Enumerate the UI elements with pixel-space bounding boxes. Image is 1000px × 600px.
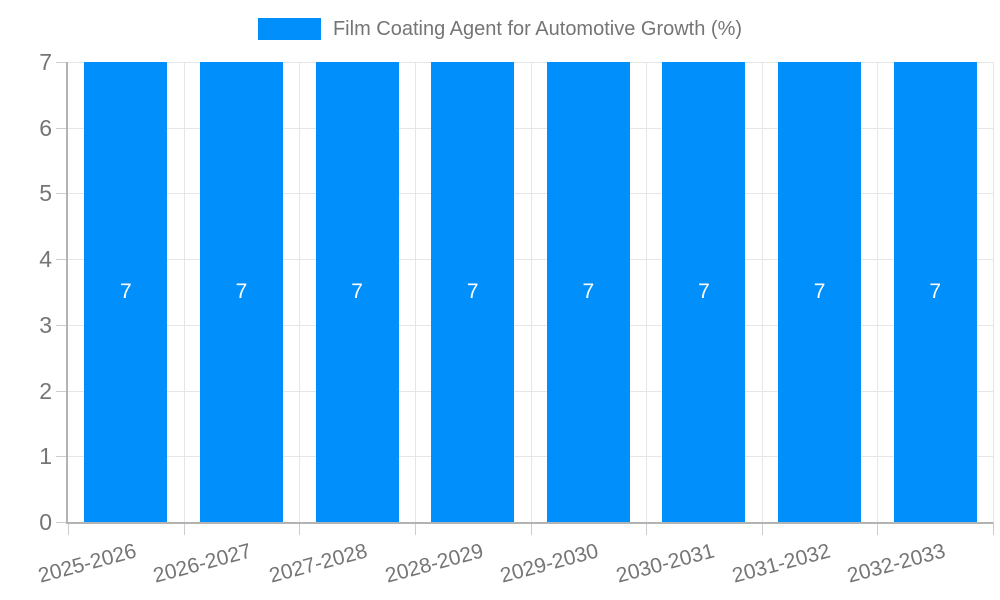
y-tick-mark (56, 522, 68, 523)
bar-2032-2033[interactable]: 7 (893, 62, 977, 522)
y-tick-label: 6 (39, 114, 52, 141)
x-tick-mark (415, 522, 416, 535)
x-tick-mark (184, 522, 185, 535)
x-tick-mark (531, 522, 532, 535)
v-gridline (762, 62, 763, 522)
y-tick-mark (56, 62, 68, 63)
bar-2027-2028[interactable]: 7 (315, 62, 399, 522)
x-tick-mark (299, 522, 300, 535)
y-tick-mark (56, 456, 68, 458)
h-gridline (68, 193, 993, 195)
bar-value-label: 7 (351, 280, 363, 303)
y-tick-label: 2 (39, 377, 52, 404)
y-tick-mark (56, 127, 68, 129)
x-tick-mark (68, 522, 69, 535)
h-gridline (68, 127, 993, 129)
bar-value-label: 7 (929, 280, 942, 303)
bar-2028-2029[interactable]: 7 (431, 62, 515, 522)
x-axis-baseline (66, 522, 993, 524)
legend-swatch-icon (257, 18, 321, 40)
y-tick-label: 0 (39, 509, 52, 535)
h-gridline (68, 324, 993, 326)
bar-value-label: 7 (466, 280, 479, 303)
bar-value-label: 7 (235, 280, 248, 303)
legend-label: Film Coating Agent for Automotive Growth… (332, 18, 743, 40)
y-tick-label: 1 (39, 443, 52, 470)
y-tick-label: 5 (39, 180, 52, 207)
h-gridline (68, 390, 993, 392)
x-tick-mark (762, 522, 763, 535)
y-tick-mark (56, 259, 68, 261)
v-gridline (184, 62, 185, 522)
bar-2029-2030[interactable]: 7 (546, 62, 630, 522)
x-tick-mark (877, 522, 878, 535)
h-gridline (68, 456, 993, 458)
bar-value-label: 7 (582, 280, 595, 303)
y-axis-line (66, 62, 68, 524)
bar-2026-2027[interactable]: 7 (199, 62, 283, 522)
y-tick-label: 4 (39, 246, 52, 273)
v-gridline (877, 62, 878, 522)
y-tick-mark (56, 390, 68, 392)
bar-2031-2032[interactable]: 7 (778, 62, 862, 522)
v-gridline (531, 62, 532, 522)
v-gridline (646, 62, 647, 522)
v-gridline (299, 62, 300, 522)
bar-2030-2031[interactable]: 7 (662, 62, 746, 522)
y-tick-mark (56, 324, 68, 326)
plot-area: 7 7 7 7 7 7 7 7 (68, 62, 994, 522)
x-tick-mark (646, 522, 647, 535)
h-gridline (68, 62, 993, 63)
x-tick-mark (993, 522, 994, 535)
legend[interactable]: Film Coating Agent for Automotive Growth… (0, 18, 1000, 40)
bar-value-label: 7 (119, 280, 132, 303)
bar-value-label: 7 (698, 280, 710, 303)
bar-value-label: 7 (813, 280, 826, 303)
h-gridline (68, 259, 993, 261)
v-gridline (415, 62, 416, 522)
bar-2025-2026[interactable]: 7 (84, 62, 168, 522)
y-tick-label: 7 (39, 49, 52, 75)
y-tick-label: 3 (39, 311, 52, 338)
v-gridline (993, 62, 994, 522)
y-tick-mark (56, 193, 68, 195)
